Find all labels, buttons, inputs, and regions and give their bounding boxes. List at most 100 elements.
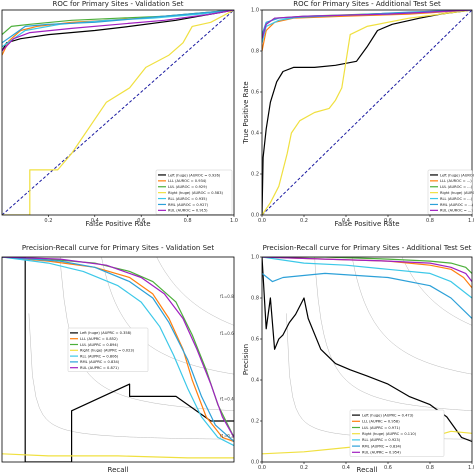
iso-f1-label: f1=0.8 xyxy=(220,294,234,299)
x-tick-label: 0.2 xyxy=(300,465,308,471)
y-tick-label: 0.2 xyxy=(251,419,259,425)
series-line-lll xyxy=(2,257,234,443)
series-line-right xyxy=(2,10,234,215)
chart-title: ROC for Primary Sites - Additional Test … xyxy=(293,0,441,8)
legend-label-rml: RML (AUPRC = 0.834) xyxy=(362,444,402,448)
x-tick-label: 0.4 xyxy=(91,218,99,224)
x-tick-label: 1.0 xyxy=(230,218,238,224)
legend-label-left: Left (huge) (AUROC = ...) xyxy=(440,173,474,177)
series-line-lll xyxy=(262,10,472,52)
x-axis-label: False Positive Rate xyxy=(85,220,150,228)
series-line-rml xyxy=(2,10,234,44)
legend: Left (huge) (AUPRC = 0.358) LLL (AUPRC = … xyxy=(67,327,149,372)
chart-panel-1: ROC for Primary Sites - Validation Set 0.… xyxy=(1,0,238,228)
x-tick-label: 0.6 xyxy=(384,465,392,471)
iso-f1-curve xyxy=(101,257,234,375)
iso-f1-label: f1=0.2 xyxy=(220,433,234,438)
y-tick-label: 0.4 xyxy=(251,378,259,384)
legend-label-rml: RML (AUROC = 0.927) xyxy=(168,203,209,207)
legend: Left (huge) (AUPRC = 0.473) LLL (AUPRC = … xyxy=(349,409,445,457)
iso-f1-curve xyxy=(28,313,234,440)
axes-frame xyxy=(1,9,235,216)
series-line-left xyxy=(262,10,472,215)
legend-label-lul: LUL (AUROC = 0.929) xyxy=(168,185,208,189)
x-tick-label: 0.2 xyxy=(300,218,308,224)
x-tick-label: 0.6 xyxy=(137,218,145,224)
chart-panel-2: ROC for Primary Sites - Additional Test … xyxy=(242,0,474,228)
chance-diagonal xyxy=(262,10,472,215)
y-tick-label: 1.0 xyxy=(251,8,259,14)
legend: Left (huge) (AUROC = 0.926) LLL (AUROC = … xyxy=(155,169,233,215)
axes-frame xyxy=(261,9,473,216)
iso-f1-label: f1=0.6 xyxy=(220,331,234,336)
legend-label-lll: LLL (AUPRC = 0.958) xyxy=(362,420,400,424)
series-line-rul xyxy=(2,257,234,438)
y-tick-label: 0.6 xyxy=(251,90,259,96)
legend-label-rll: RLL (AUPRC = 0.923) xyxy=(362,438,401,442)
iso-f1-curve xyxy=(401,257,472,326)
y-tick-label: 0.0 xyxy=(251,213,259,219)
y-tick-label: 1.0 xyxy=(251,255,259,261)
x-axis-label: False Positive Rate xyxy=(334,220,399,228)
series-line-rml xyxy=(262,272,472,319)
y-tick-label: 0.0 xyxy=(251,460,259,466)
x-tick-label: 0.4 xyxy=(342,465,350,471)
legend-label-rll: RLL (AUPRC = 0.806) xyxy=(80,354,119,358)
legend-label-left: Left (huge) (AUPRC = 0.358) xyxy=(80,331,132,335)
iso-f1-curve xyxy=(314,257,472,412)
iso-f1-curve xyxy=(156,257,234,326)
legend-label-right: Right (huge) (AUPRC = 0.023) xyxy=(80,349,135,353)
legend-label-rll: RLL (AUROC = 0.935) xyxy=(168,197,208,201)
iso-f1-curve xyxy=(351,257,472,375)
x-tick-label: 0.8 xyxy=(184,218,192,224)
x-axis-label: Recall xyxy=(108,466,129,474)
legend-label-rul: RUL (AUPRC = 0.871) xyxy=(80,366,119,370)
x-tick-label: 1.0 xyxy=(468,465,474,471)
series-line-right xyxy=(2,453,234,459)
y-axis-label: True Positive Rate xyxy=(242,81,250,144)
legend-box xyxy=(349,409,445,457)
x-tick-label: 0.0 xyxy=(258,465,266,471)
series-line-right xyxy=(262,10,472,215)
series-line-rml xyxy=(262,10,472,35)
axes-frame xyxy=(261,256,473,463)
x-axis-label: Recall xyxy=(357,466,378,474)
iso-f1-label: f1=0.4 xyxy=(220,397,234,402)
legend-label-rml: RML (AUPRC = 0.834) xyxy=(80,360,120,364)
legend-label-rul: RUL (AUROC = 0.915) xyxy=(168,209,208,213)
legend-label-rml: RML (AUROC = ...) xyxy=(440,203,474,207)
legend-label-lll: LLL (AUROC = 0.934) xyxy=(168,179,207,183)
y-tick-label: 0.8 xyxy=(251,49,259,55)
y-axis-label: Precision xyxy=(242,344,250,375)
plot-area xyxy=(262,10,472,215)
series-line-rul xyxy=(262,257,472,282)
series-line-rul xyxy=(262,10,472,39)
legend-label-left: Left (huge) (AUROC = 0.926) xyxy=(168,173,221,177)
chart-panel-3: Precision-Recall curve for Primary Sites… xyxy=(1,244,235,474)
chart-title: Precision-Recall curve for Primary Sites… xyxy=(22,244,214,252)
plot-area xyxy=(2,10,234,215)
legend-label-rll: RLL (AUROC = ...) xyxy=(440,197,473,201)
axes-frame xyxy=(1,256,235,463)
series-line-rml xyxy=(2,257,234,442)
legend-label-lll: LLL (AUPRC = 0.852) xyxy=(80,337,118,341)
chart-panel-4: Precision-Recall curve for Primary Sites… xyxy=(242,244,474,474)
legend-label-lul: LUL (AUPRC = 0.894) xyxy=(80,343,119,347)
series-line-left xyxy=(2,257,234,462)
x-tick-label: 0.8 xyxy=(426,465,434,471)
x-tick-label: 1.0 xyxy=(468,218,474,224)
series-line-rll xyxy=(2,257,234,447)
legend-box xyxy=(67,327,149,372)
y-tick-label: 0.6 xyxy=(251,337,259,343)
legend: Left (huge) (AUROC = ...) LLL (AUROC = ..… xyxy=(427,169,474,215)
y-tick-label: 0.8 xyxy=(251,296,259,302)
x-tick-label: 0.4 xyxy=(342,218,350,224)
legend-label-rul: RUL (AUPRC = 0.954) xyxy=(362,451,401,455)
legend-label-lul: LUL (AUPRC = 0.971) xyxy=(362,426,401,430)
legend-box xyxy=(155,169,233,215)
series-line-lul xyxy=(262,257,472,274)
chance-diagonal xyxy=(2,10,234,215)
legend-label-right: Right (huge) (AUROC = ...) xyxy=(440,191,474,195)
x-tick-label: 0.0 xyxy=(258,218,266,224)
